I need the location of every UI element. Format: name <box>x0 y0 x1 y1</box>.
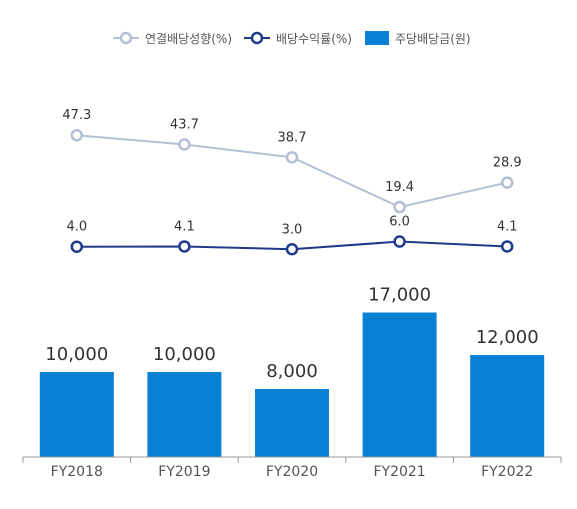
legend-dps-swatch <box>365 31 389 45</box>
x-axis-labels: FY2018 FY2019 FY2020 FY2021 FY2022 <box>51 464 534 480</box>
line-series-group: 47.3 43.7 38.7 19.4 28.9 4.0 4.1 3.0 6.0 4.1 <box>62 108 522 256</box>
dividend-yield-point-fy2018 <box>70 240 84 253</box>
dividend-yield-point-fy2021 <box>393 235 406 248</box>
dividend-yield-value-label: 3.0 <box>282 222 303 237</box>
bar-value-label: 12,000 <box>476 327 539 348</box>
legend-dividend-yield-marker <box>250 31 264 45</box>
legend: 연결배당성향(%) 배당수익률(%) 주당배당금(원) <box>113 31 471 46</box>
payout-ratio-point-fy2022 <box>500 176 514 189</box>
dividend-yield-value-label: 4.1 <box>174 219 195 234</box>
bar-fy2022 <box>470 355 545 457</box>
legend-item-dps: 주당배당금(원) <box>365 31 471 46</box>
payout-ratio-point-fy2021 <box>393 200 406 214</box>
bar-series-dps: 10,000 10,000 8,000 17,000 12,000 <box>39 285 545 457</box>
dividend-yield-value-label: 4.0 <box>66 220 87 235</box>
bar-value-label: 17,000 <box>368 285 431 306</box>
legend-payout-ratio-label: 연결배당성향(%) <box>145 32 232 46</box>
legend-payout-ratio-marker <box>119 31 133 45</box>
dividend-yield-value-label: 4.1 <box>497 219 518 234</box>
payout-ratio-line <box>76 134 508 209</box>
payout-ratio-value-label: 47.3 <box>62 108 91 123</box>
payout-ratio-point-fy2019 <box>178 138 191 151</box>
x-tick-label-fy2019: FY2019 <box>158 464 210 480</box>
dividend-yield-value-label: 6.0 <box>389 215 410 230</box>
legend-item-payout-ratio: 연결배당성향(%) <box>113 31 232 46</box>
bar-fy2020 <box>255 389 329 457</box>
bar-fy2021 <box>362 312 437 457</box>
dividend-yield-point-fy2019 <box>178 240 191 253</box>
dividend-yield-point-fy2022 <box>500 240 514 253</box>
x-tick-label-fy2022: FY2022 <box>481 464 533 480</box>
payout-ratio-point-fy2020 <box>285 151 299 164</box>
payout-ratio-value-label: 28.9 <box>493 156 522 171</box>
x-tick-label-fy2020: FY2020 <box>266 464 318 480</box>
x-axis-ticks <box>22 457 562 463</box>
bar-value-label: 8,000 <box>266 361 318 382</box>
payout-ratio-value-label: 43.7 <box>170 117 199 132</box>
payout-ratio-value-label: 19.4 <box>385 180 414 195</box>
x-tick-label-fy2021: FY2021 <box>373 464 425 480</box>
legend-dividend-yield-label: 배당수익률(%) <box>276 32 352 46</box>
bar-value-label: 10,000 <box>153 344 216 365</box>
payout-ratio-point-fy2018 <box>70 128 84 142</box>
bar-fy2018 <box>39 372 114 457</box>
dividend-yield-point-fy2020 <box>285 243 299 256</box>
legend-item-dividend-yield: 배당수익률(%) <box>244 31 352 46</box>
bar-fy2019 <box>147 372 222 457</box>
legend-dps-label: 주당배당금(원) <box>395 32 471 46</box>
x-tick-label-fy2018: FY2018 <box>51 464 103 480</box>
bar-value-label: 10,000 <box>45 344 108 365</box>
payout-ratio-value-label: 38.7 <box>278 130 307 145</box>
